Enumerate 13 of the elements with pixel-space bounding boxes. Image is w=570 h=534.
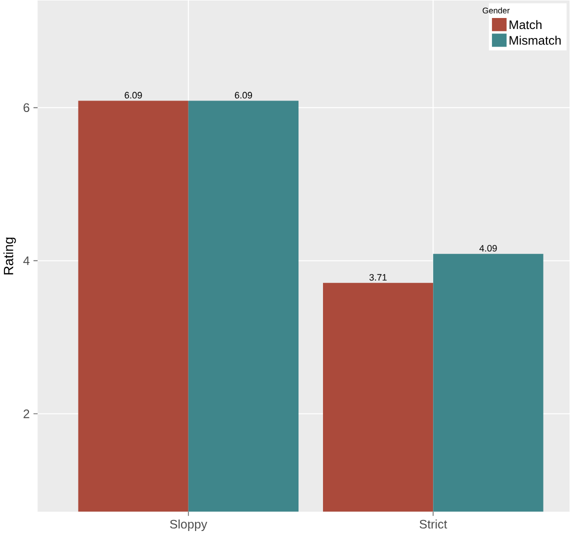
data-label: 6.09 [124, 92, 142, 98]
y-tick-label: 4 [23, 256, 30, 265]
data-label: 4.09 [479, 244, 497, 252]
legend-label: Mismatch [510, 35, 561, 45]
legend-title: Gender [482, 7, 510, 14]
x-tick-label: Sloppy [170, 519, 208, 531]
data-label: 6.09 [234, 92, 252, 98]
x-tick-label: Strict [420, 519, 448, 528]
y-axis-title: Rating [3, 237, 16, 274]
data-label: 3.71 [369, 274, 387, 280]
y-tick-label: 6 [24, 103, 30, 112]
legend-label: Match [510, 20, 542, 29]
y-tick-label: 2 [24, 409, 30, 418]
